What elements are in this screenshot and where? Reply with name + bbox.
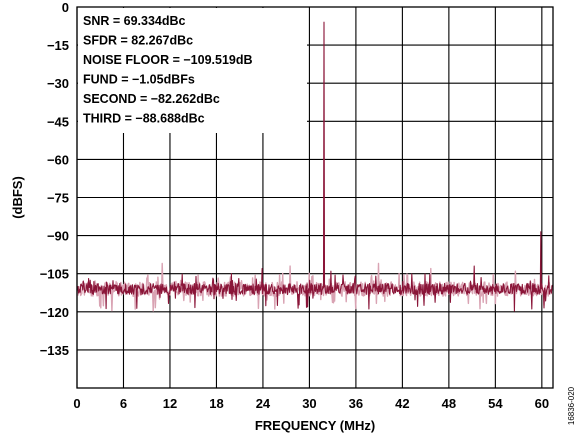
x-tick-label: 6 xyxy=(120,396,127,411)
x-tick-label: 60 xyxy=(535,396,549,411)
x-tick-label: 54 xyxy=(488,396,503,411)
y-tick-label: −120 xyxy=(40,305,69,320)
x-tick-label: 36 xyxy=(349,396,363,411)
y-tick-label: −60 xyxy=(47,152,69,167)
x-tick-labels: 0 6 12 18 24 30 36 42 48 54 60 xyxy=(73,396,549,411)
y-tick-label: −90 xyxy=(47,229,69,244)
annotation-line: THIRD = −88.688dBc xyxy=(83,112,205,126)
series-line xyxy=(76,21,554,312)
y-tick-label: −105 xyxy=(40,267,69,282)
x-tick-label: 18 xyxy=(209,396,223,411)
figure-id: 16836-020 xyxy=(567,386,576,425)
y-tick-label: −75 xyxy=(47,191,69,206)
y-tick-labels: 0 −15 −30 −45 −60 −75 −90 −105 −120 −135 xyxy=(40,0,69,358)
x-axis-label: FREQUENCY (MHz) xyxy=(255,418,375,433)
spectrum-series xyxy=(76,21,554,312)
plot-frame xyxy=(76,6,554,389)
y-tick-label: −15 xyxy=(47,38,69,53)
annotation-box xyxy=(78,8,307,133)
x-tick-label: 30 xyxy=(302,396,316,411)
x-tick-label: 12 xyxy=(163,396,177,411)
x-tick-label: 42 xyxy=(395,396,409,411)
y-tick-label: −135 xyxy=(40,343,69,358)
x-tick-label: 0 xyxy=(73,396,80,411)
x-tick-label: 48 xyxy=(442,396,456,411)
y-axis-label: (dBFS) xyxy=(10,176,25,219)
annotation-line: SNR = 69.334dBc xyxy=(83,14,186,28)
y-tick-label: −45 xyxy=(47,114,69,129)
annotation-text: SNR = 69.334dBc SFDR = 82.267dBc NOISE FLO… xyxy=(83,14,253,126)
y-tick-label: −30 xyxy=(47,76,69,91)
y-tick-label: 0 xyxy=(62,0,69,15)
annotation-line: NOISE FLOOR = −109.519dB xyxy=(83,53,253,67)
annotation-line: FUND = −1.05dBFs xyxy=(83,73,195,87)
x-tick-label: 24 xyxy=(256,396,271,411)
annotation-line: SFDR = 82.267dBc xyxy=(83,34,193,48)
annotation-line: SECOND = −82.262dBc xyxy=(83,92,220,106)
